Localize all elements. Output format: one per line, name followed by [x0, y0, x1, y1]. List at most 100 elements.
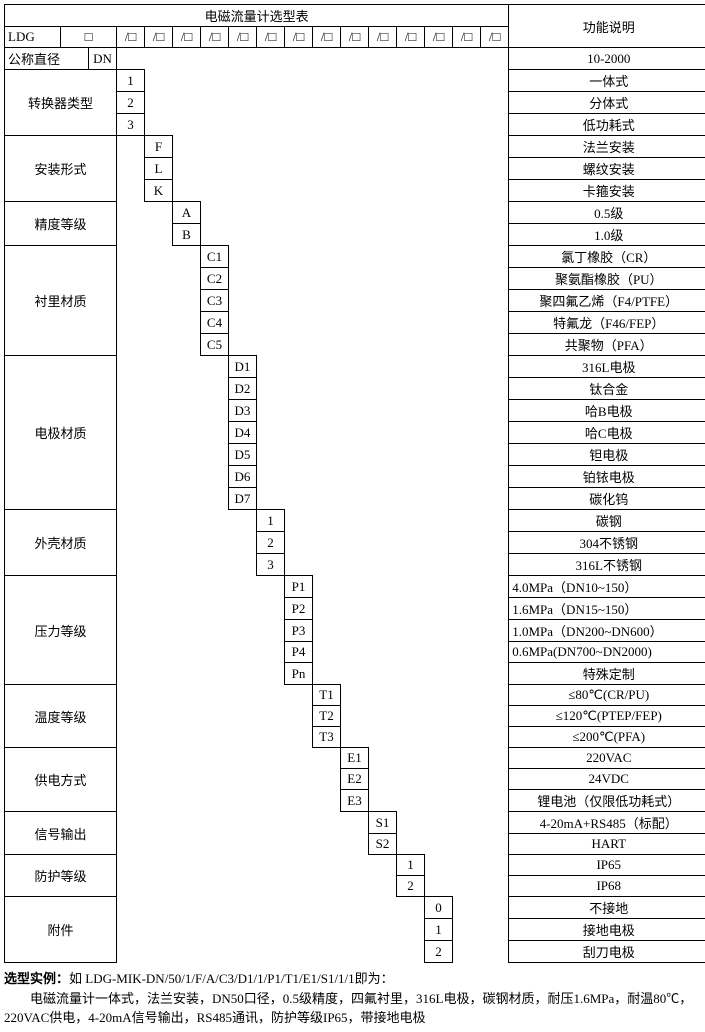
electrode-code: D4	[229, 422, 257, 444]
accessory-code: 1	[425, 919, 453, 941]
pressure-val: 0.6MPa(DN700~DN2000)	[509, 642, 705, 663]
accuracy-label: 精度等级	[5, 202, 117, 246]
code-box: /□	[173, 27, 201, 48]
lining-val: 特氟龙（F46/FEP）	[509, 312, 705, 334]
code-box: /□	[425, 27, 453, 48]
pressure-code: P4	[285, 642, 313, 663]
housing-code: 1	[257, 510, 285, 532]
code-box: /□	[453, 27, 481, 48]
power-val: 220VAC	[509, 748, 705, 769]
lining-val: 聚四氟乙烯（F4/PTFE）	[509, 290, 705, 312]
code-box: /□	[117, 27, 145, 48]
converter-val: 分体式	[509, 92, 705, 114]
accessory-code: 0	[425, 897, 453, 919]
temp-label: 温度等级	[5, 685, 117, 748]
pressure-code: P1	[285, 576, 313, 598]
electrode-val: 哈C电极	[509, 422, 705, 444]
electrode-code: D6	[229, 466, 257, 488]
code-box: /□	[341, 27, 369, 48]
accuracy-code: A	[173, 202, 201, 224]
housing-val: 碳钢	[509, 510, 705, 532]
lining-val: 共聚物（PFA）	[509, 334, 705, 356]
electrode-code: D2	[229, 378, 257, 400]
pressure-val: 特殊定制	[509, 663, 705, 685]
power-val: 24VDC	[509, 769, 705, 790]
accuracy-code: B	[173, 224, 201, 246]
temp-code: T1	[313, 685, 341, 706]
signal-code: S2	[369, 834, 397, 855]
install-val: 法兰安装	[509, 136, 705, 158]
electrode-val: 铂铱电极	[509, 466, 705, 488]
accessory-val: 接地电极	[509, 919, 705, 941]
electrode-val: 碳化钨	[509, 488, 705, 510]
housing-code: 3	[257, 554, 285, 576]
signal-val: 4-20mA+RS485（标配）	[509, 812, 705, 834]
protect-code: 2	[397, 876, 425, 897]
ldg-label: LDG	[5, 27, 61, 48]
electrode-code: D7	[229, 488, 257, 510]
converter-val: 低功耗式	[509, 114, 705, 136]
power-label: 供电方式	[5, 748, 117, 812]
electrode-code: D1	[229, 356, 257, 378]
converter-val: 一体式	[509, 70, 705, 92]
converter-code: 3	[117, 114, 145, 136]
lining-code: C2	[201, 268, 229, 290]
example-line1: 如 LDG-MIK-DN/50/1/F/A/C3/D1/1/P1/T1/E1/S…	[69, 971, 394, 986]
accuracy-val: 1.0级	[509, 224, 705, 246]
electrode-label: 电极材质	[5, 356, 117, 510]
housing-val: 316L不锈钢	[509, 554, 705, 576]
temp-val: ≤120℃(PTEP/FEP)	[509, 706, 705, 727]
electrode-val: 哈B电极	[509, 400, 705, 422]
example-label: 选型实例：	[4, 971, 69, 986]
protect-val: IP65	[509, 855, 705, 876]
housing-label: 外壳材质	[5, 510, 117, 576]
lining-val: 氯丁橡胶（CR）	[509, 246, 705, 268]
lining-code: C5	[201, 334, 229, 356]
nominal-code: DN	[89, 48, 117, 70]
pressure-code: P3	[285, 620, 313, 642]
code-box: /□	[369, 27, 397, 48]
housing-val: 304不锈钢	[509, 532, 705, 554]
table-title: 电磁流量计选型表	[5, 5, 509, 27]
pressure-code: P2	[285, 598, 313, 620]
signal-label: 信号输出	[5, 812, 117, 855]
signal-code: S1	[369, 812, 397, 834]
power-code: E1	[341, 748, 369, 769]
lining-code: C4	[201, 312, 229, 334]
code-box: /□	[397, 27, 425, 48]
power-val: 锂电池（仅限低功耗式）	[509, 790, 705, 812]
protect-val: IP68	[509, 876, 705, 897]
code-box: /□	[201, 27, 229, 48]
install-val: 卡箍安装	[509, 180, 705, 202]
install-code: L	[145, 158, 173, 180]
example-line2: 电磁流量计一体式，法兰安装，DN50口径，0.5级精度，四氟衬里，316L电极，…	[4, 991, 692, 1026]
pressure-code: Pn	[285, 663, 313, 685]
lining-val: 聚氨酯橡胶（PU）	[509, 268, 705, 290]
nominal-label: 公称直径	[5, 48, 89, 70]
protect-code: 1	[397, 855, 425, 876]
electrode-val: 钽电极	[509, 444, 705, 466]
electrode-code: D3	[229, 400, 257, 422]
temp-val: ≤80℃(CR/PU)	[509, 685, 705, 706]
code-box: /□	[313, 27, 341, 48]
converter-code: 2	[117, 92, 145, 114]
temp-code: T2	[313, 706, 341, 727]
code-box: /□	[145, 27, 173, 48]
example-block: 选型实例：如 LDG-MIK-DN/50/1/F/A/C3/D1/1/P1/T1…	[4, 969, 701, 1028]
temp-code: T3	[313, 727, 341, 748]
housing-code: 2	[257, 532, 285, 554]
func-title: 功能说明	[509, 5, 705, 48]
lining-code: C1	[201, 246, 229, 268]
install-code: K	[145, 180, 173, 202]
nominal-val: 10-2000	[509, 48, 705, 70]
install-val: 螺纹安装	[509, 158, 705, 180]
code-box: /□	[285, 27, 313, 48]
code-box: /□	[229, 27, 257, 48]
converter-label: 转换器类型	[5, 70, 117, 136]
lining-code: C3	[201, 290, 229, 312]
electrode-code: D5	[229, 444, 257, 466]
accessory-label: 附件	[5, 897, 117, 963]
accessory-val: 不接地	[509, 897, 705, 919]
pressure-label: 压力等级	[5, 576, 117, 685]
pressure-val: 1.6MPa（DN15~150）	[509, 598, 705, 620]
